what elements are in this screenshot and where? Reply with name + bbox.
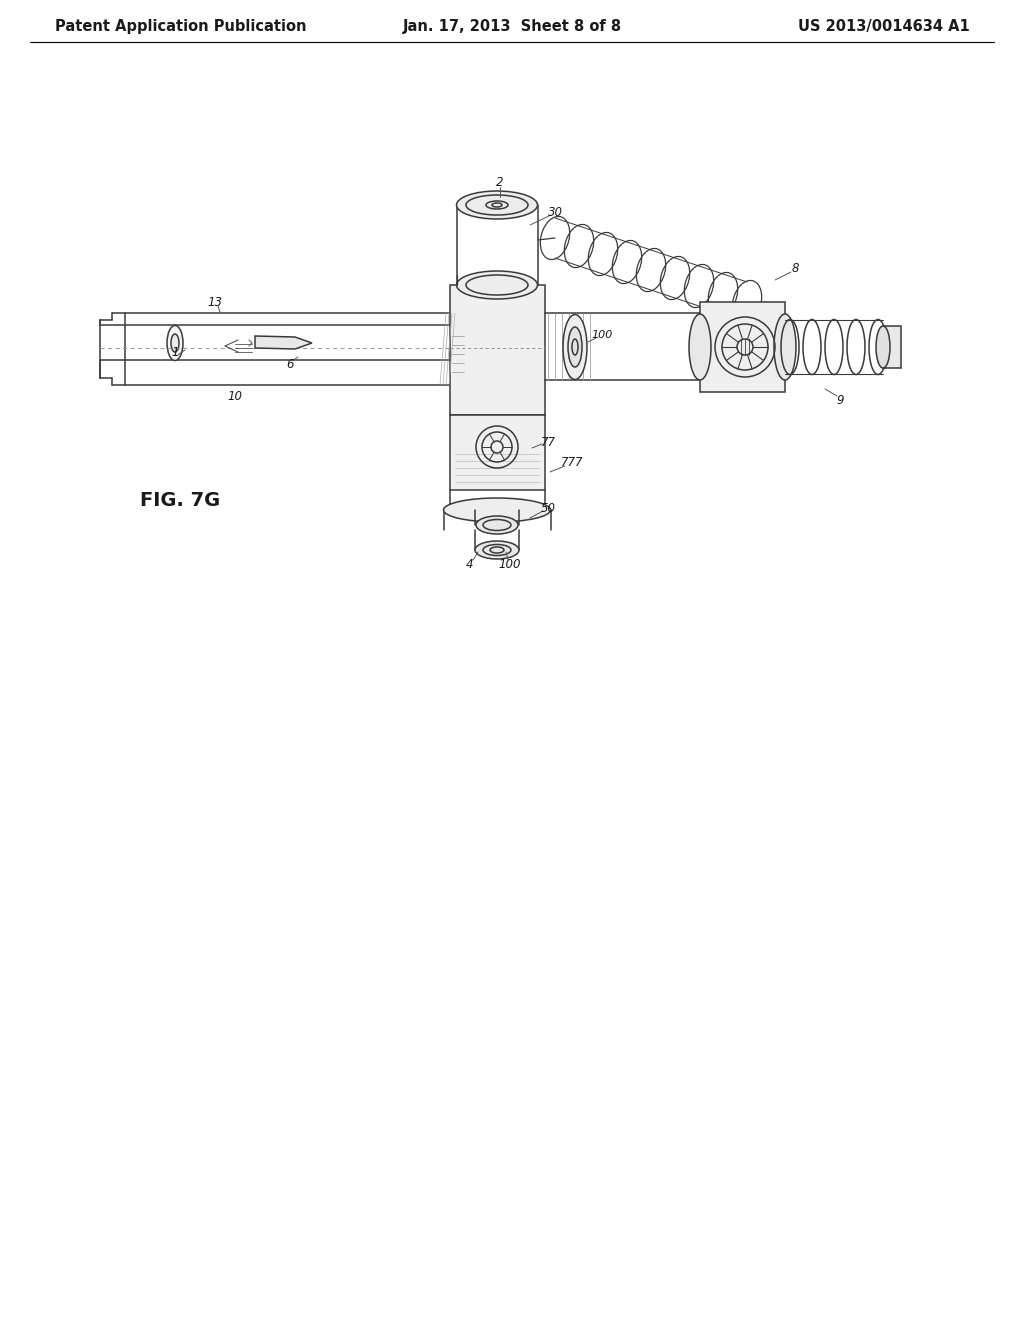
- Ellipse shape: [457, 271, 538, 300]
- Text: FIG. 7G: FIG. 7G: [140, 491, 220, 510]
- Text: 77: 77: [541, 436, 555, 449]
- Ellipse shape: [443, 498, 551, 521]
- Text: US 2013/0014634 A1: US 2013/0014634 A1: [799, 20, 970, 34]
- Text: 13: 13: [208, 296, 222, 309]
- Text: 1: 1: [171, 346, 179, 359]
- Ellipse shape: [568, 327, 582, 367]
- Ellipse shape: [563, 314, 587, 380]
- Ellipse shape: [167, 326, 183, 360]
- Ellipse shape: [476, 516, 518, 535]
- Text: 100: 100: [499, 557, 521, 570]
- Text: 6: 6: [287, 358, 294, 371]
- Text: 9: 9: [837, 393, 844, 407]
- Text: 100: 100: [591, 330, 612, 341]
- Text: 10: 10: [227, 389, 243, 403]
- Ellipse shape: [171, 334, 179, 352]
- Text: Jan. 17, 2013  Sheet 8 of 8: Jan. 17, 2013 Sheet 8 of 8: [402, 20, 622, 34]
- Ellipse shape: [876, 326, 890, 368]
- Bar: [700, 302, 785, 392]
- Bar: [883, 326, 901, 368]
- Text: Patent Application Publication: Patent Application Publication: [55, 20, 306, 34]
- Ellipse shape: [475, 541, 519, 558]
- Ellipse shape: [774, 314, 796, 380]
- Text: 50: 50: [541, 502, 555, 515]
- Text: 4: 4: [466, 557, 474, 570]
- Ellipse shape: [689, 314, 711, 380]
- Text: 2: 2: [497, 176, 504, 189]
- Text: 30: 30: [548, 206, 562, 219]
- Text: 8: 8: [792, 261, 799, 275]
- Bar: [450, 414, 545, 490]
- Ellipse shape: [457, 191, 538, 219]
- Bar: [450, 285, 545, 414]
- Text: 777: 777: [561, 455, 584, 469]
- Polygon shape: [255, 337, 312, 348]
